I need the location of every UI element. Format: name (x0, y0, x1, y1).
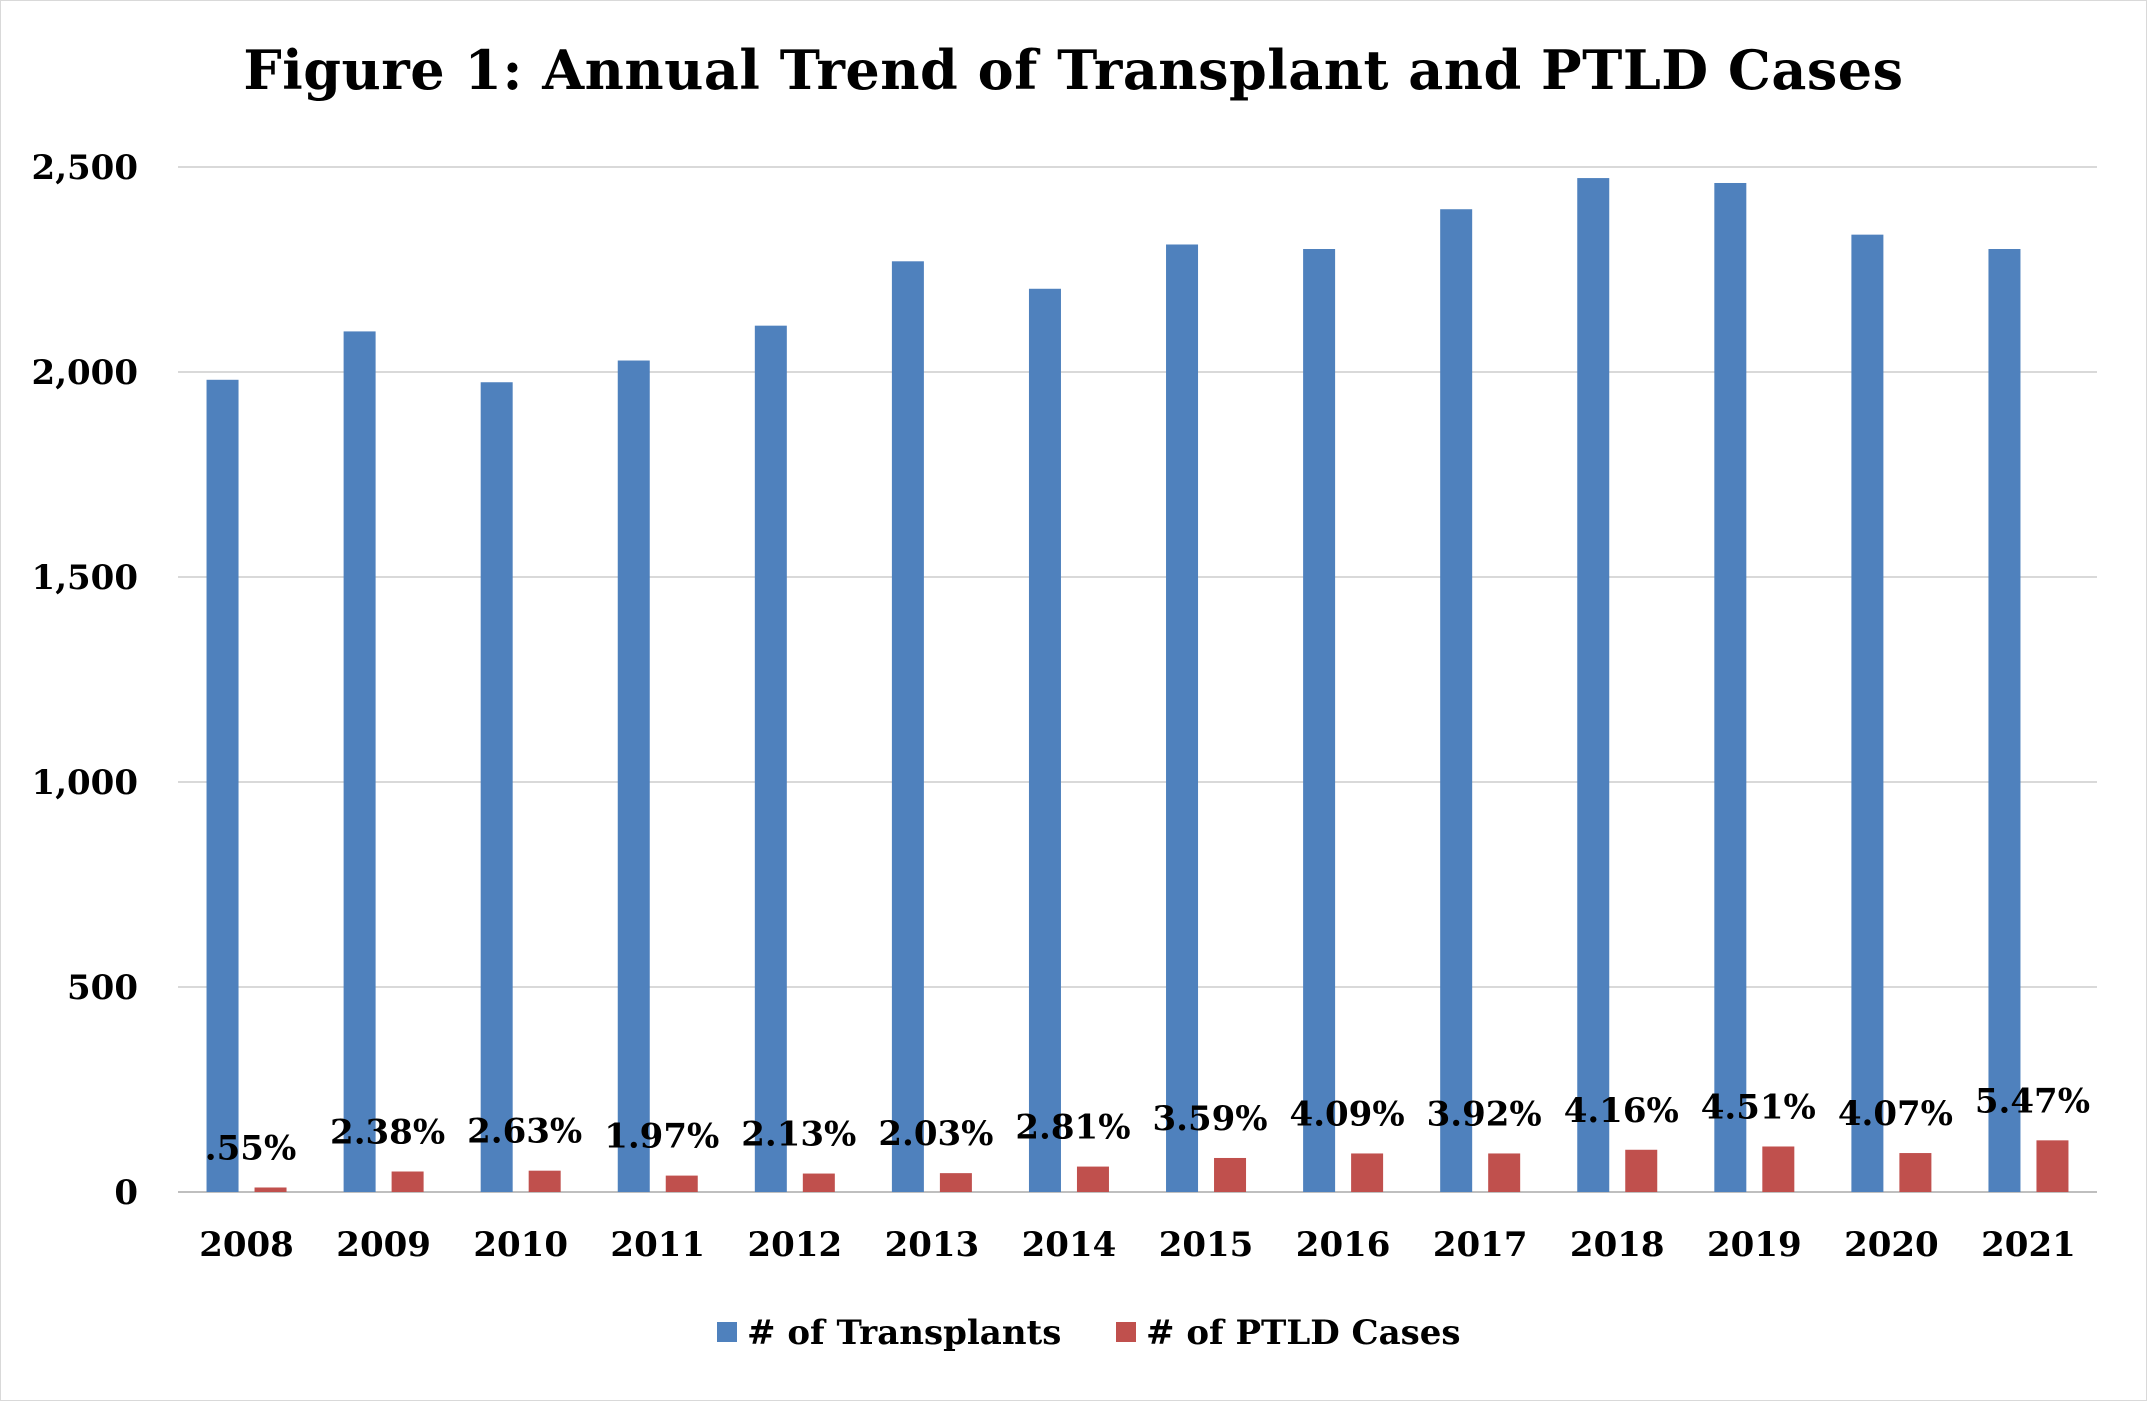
bar-transplants (617, 360, 650, 1192)
x-category-label: 2016 (1296, 1225, 1391, 1265)
x-category-label: 2009 (336, 1225, 431, 1265)
bar-transplants (1303, 249, 1336, 1192)
data-label: 4.51% (1701, 1087, 1816, 1127)
data-label: 4.07% (1838, 1094, 1953, 1134)
x-category-label: 2015 (1159, 1225, 1254, 1265)
bar-transplants (480, 382, 513, 1192)
bar-ptld-cases (1488, 1153, 1521, 1192)
bar-transplants (754, 325, 787, 1192)
bar-ptld-cases (1076, 1166, 1109, 1192)
bar-ptld-cases (254, 1187, 287, 1192)
bar-ptld-cases (1351, 1153, 1384, 1192)
y-tick-label: 1,500 (32, 558, 138, 598)
bar-ptld-cases (528, 1170, 561, 1192)
x-axis-categories: 2008 2009 2010 2011 2012 2013 2014 2015 2016 2017… (199, 1225, 2076, 1265)
bar-ptld-cases (391, 1171, 424, 1192)
bar-ptld-cases (802, 1173, 835, 1192)
data-label: 2.03% (878, 1114, 993, 1154)
bar-transplants (1714, 182, 1747, 1193)
data-label: 5.47% (1975, 1081, 2090, 1121)
data-label: 2.63% (467, 1112, 582, 1152)
data-label: 3.92% (1427, 1094, 1542, 1134)
y-tick-label: 2,500 (32, 148, 138, 188)
data-label: 4.09% (1290, 1094, 1405, 1134)
legend-label-transplants: # of Transplants (747, 1313, 1061, 1353)
data-label: 2.13% (741, 1115, 856, 1155)
chart-title: Figure 1: Annual Trend of Transplant and… (243, 38, 1904, 102)
x-category-label: 2011 (610, 1225, 705, 1265)
bar-ptld-cases (1762, 1146, 1795, 1192)
bar-ptld-cases (2036, 1140, 2069, 1192)
bar-transplants (1028, 288, 1061, 1192)
bar-ptld-cases (1899, 1153, 1932, 1192)
legend-swatch-transplants (717, 1322, 737, 1342)
x-category-label: 2012 (748, 1225, 843, 1265)
x-category-label: 2017 (1433, 1225, 1528, 1265)
y-tick-label: 2,000 (32, 353, 138, 393)
bar-transplants (1577, 178, 1610, 1192)
x-category-label: 2008 (199, 1225, 294, 1265)
bar-ptld-cases (665, 1175, 698, 1192)
x-category-label: 2013 (885, 1225, 980, 1265)
x-category-label: 2014 (1022, 1225, 1117, 1265)
bar-transplants (1166, 244, 1199, 1193)
x-category-label: 2018 (1570, 1225, 1665, 1265)
data-labels: .55% 2.38% 2.63% 1.97% 2.13% 2.03% 2.81% 3.59% 4… (205, 1081, 2090, 1168)
bar-ptld-cases (1214, 1157, 1247, 1192)
legend-label-ptld: # of PTLD Cases (1146, 1313, 1461, 1353)
bars (206, 178, 2069, 1193)
x-category-label: 2021 (1981, 1225, 2076, 1265)
bar-transplants (206, 379, 239, 1192)
x-category-label: 2019 (1707, 1225, 1802, 1265)
data-label: 3.59% (1152, 1099, 1267, 1139)
bar-transplants (1851, 234, 1884, 1192)
x-category-label: 2020 (1844, 1225, 1939, 1265)
x-category-label: 2010 (473, 1225, 568, 1265)
y-tick-label: 500 (67, 968, 138, 1008)
gridlines (178, 166, 2097, 1193)
y-tick-label: 0 (114, 1173, 138, 1213)
legend: # of Transplants # of PTLD Cases (717, 1313, 1461, 1353)
data-label: 1.97% (604, 1117, 719, 1157)
bar-ptld-cases (1625, 1149, 1658, 1192)
data-label: .55% (205, 1128, 296, 1168)
bar-ptld-cases (939, 1173, 972, 1192)
bar-transplants (1440, 209, 1473, 1193)
bar-transplants (891, 261, 924, 1192)
data-label: 2.38% (330, 1113, 445, 1153)
bar-transplants (1988, 249, 2021, 1192)
legend-swatch-ptld (1116, 1322, 1136, 1342)
y-tick-label: 1,000 (32, 763, 138, 803)
y-axis-ticks: 0 500 1,000 1,500 2,000 2,500 (32, 148, 138, 1213)
data-label: 2.81% (1015, 1108, 1130, 1148)
bar-transplants (343, 331, 376, 1192)
data-label: 4.16% (1564, 1091, 1679, 1131)
